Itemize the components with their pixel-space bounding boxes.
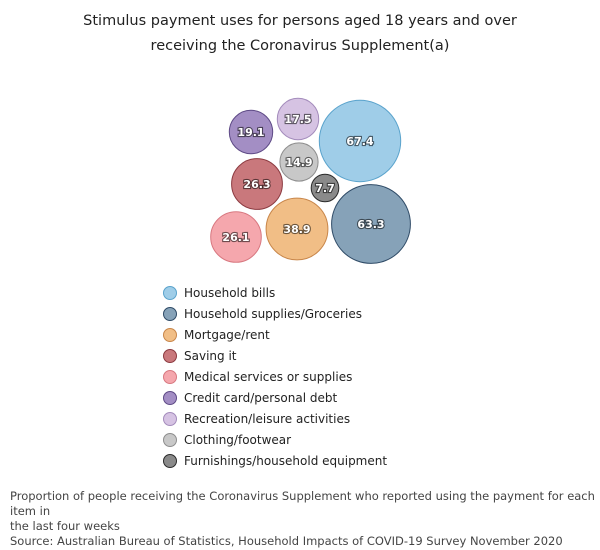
chart-legend: Household bills Household supplies/Grocer… <box>163 282 387 471</box>
chart-title-line-1: Stimulus payment uses for persons aged 1… <box>83 13 517 29</box>
legend-label: Saving it <box>184 348 237 363</box>
legend-item-credit-card-personal-debt: Credit card/personal debt <box>163 387 387 408</box>
bubble-circle <box>318 99 402 183</box>
bubble-household-bills: 67.4 <box>318 99 402 183</box>
legend-label: Credit card/personal debt <box>184 390 338 405</box>
legend-swatch <box>163 453 177 468</box>
bubble-circle <box>231 158 283 210</box>
data-label: 26.1 <box>222 231 249 244</box>
legend-label: Medical services or supplies <box>184 369 353 384</box>
chart-title-line-2: receiving the Coronavirus Supplement(a) <box>150 38 450 54</box>
data-label: 26.3 <box>243 178 270 191</box>
data-label: 63.3 <box>357 218 384 231</box>
legend-swatch <box>163 327 177 342</box>
bubble-saving-it: 26.3 <box>231 158 283 210</box>
footnote-text-2: the last four weeks <box>10 519 120 533</box>
bubble-mortgage-rent: 38.9 <box>265 197 329 261</box>
data-label: 19.1 <box>237 126 264 139</box>
legend-item-recreation-leisure-activities: Recreation/leisure activities <box>163 408 387 429</box>
legend-swatch <box>163 348 177 363</box>
bubble-furnishings-household-equipment: 7.7 <box>310 173 340 203</box>
legend-item-household-bills: Household bills <box>163 282 387 303</box>
legend-item-medical-services-or-supplies: Medical services or supplies <box>163 366 387 387</box>
data-label: 67.4 <box>346 135 373 148</box>
legend-swatch <box>163 390 177 405</box>
bubble-credit-card-personal-debt: 19.1 <box>228 109 274 155</box>
legend-label: Recreation/leisure activities <box>184 411 351 426</box>
bubble-medical-services-or-supplies: 26.1 <box>210 211 262 263</box>
legend-label: Clothing/footwear <box>184 432 292 447</box>
data-label: 38.9 <box>283 223 310 236</box>
bubble-household-supplies-groceries: 63.3 <box>331 184 411 264</box>
bubble-circle <box>210 211 262 263</box>
legend-item-saving-it: Saving it <box>163 345 387 366</box>
legend-item-furnishings-household-equipment: Furnishings/household equipment <box>163 450 387 471</box>
chart-footnote: Proportion of people receiving the Coron… <box>10 489 595 549</box>
data-label: 17.5 <box>284 113 311 126</box>
bubble-circle <box>331 184 411 264</box>
bubble-circle <box>279 142 319 182</box>
legend-swatch <box>163 285 177 300</box>
chart-title: Stimulus payment uses for persons aged 1… <box>0 9 600 59</box>
legend-swatch <box>163 411 177 426</box>
data-label: 7.7 <box>315 182 335 195</box>
bubble-clothing-footwear: 14.9 <box>279 142 319 182</box>
footnote-text-1: Proportion of people receiving the Coron… <box>10 489 595 518</box>
source-text: Source: Australian Bureau of Statistics,… <box>10 534 563 548</box>
legend-label: Furnishings/household equipment <box>184 453 388 468</box>
bubble-circle <box>228 109 274 155</box>
legend-swatch <box>163 306 177 321</box>
bubble-chart: 67.4 63.3 38.9 26.3 26.1 19.1 17.5 14.97.7 <box>210 97 411 264</box>
legend-item-clothing-footwear: Clothing/footwear <box>163 429 387 450</box>
legend-swatch <box>163 369 177 384</box>
legend-item-household-supplies-groceries: Household supplies/Groceries <box>163 303 387 324</box>
bubble-recreation-leisure-activities: 17.5 <box>276 97 320 141</box>
data-label: 14.9 <box>285 156 312 169</box>
bubble-circle <box>276 97 320 141</box>
legend-swatch <box>163 432 177 447</box>
bubble-circle <box>265 197 329 261</box>
legend-label: Household bills <box>184 285 276 300</box>
legend-label: Mortgage/rent <box>184 327 270 342</box>
legend-item-mortgage-rent: Mortgage/rent <box>163 324 387 345</box>
legend-label: Household supplies/Groceries <box>184 306 362 321</box>
bubble-circle <box>310 173 340 203</box>
